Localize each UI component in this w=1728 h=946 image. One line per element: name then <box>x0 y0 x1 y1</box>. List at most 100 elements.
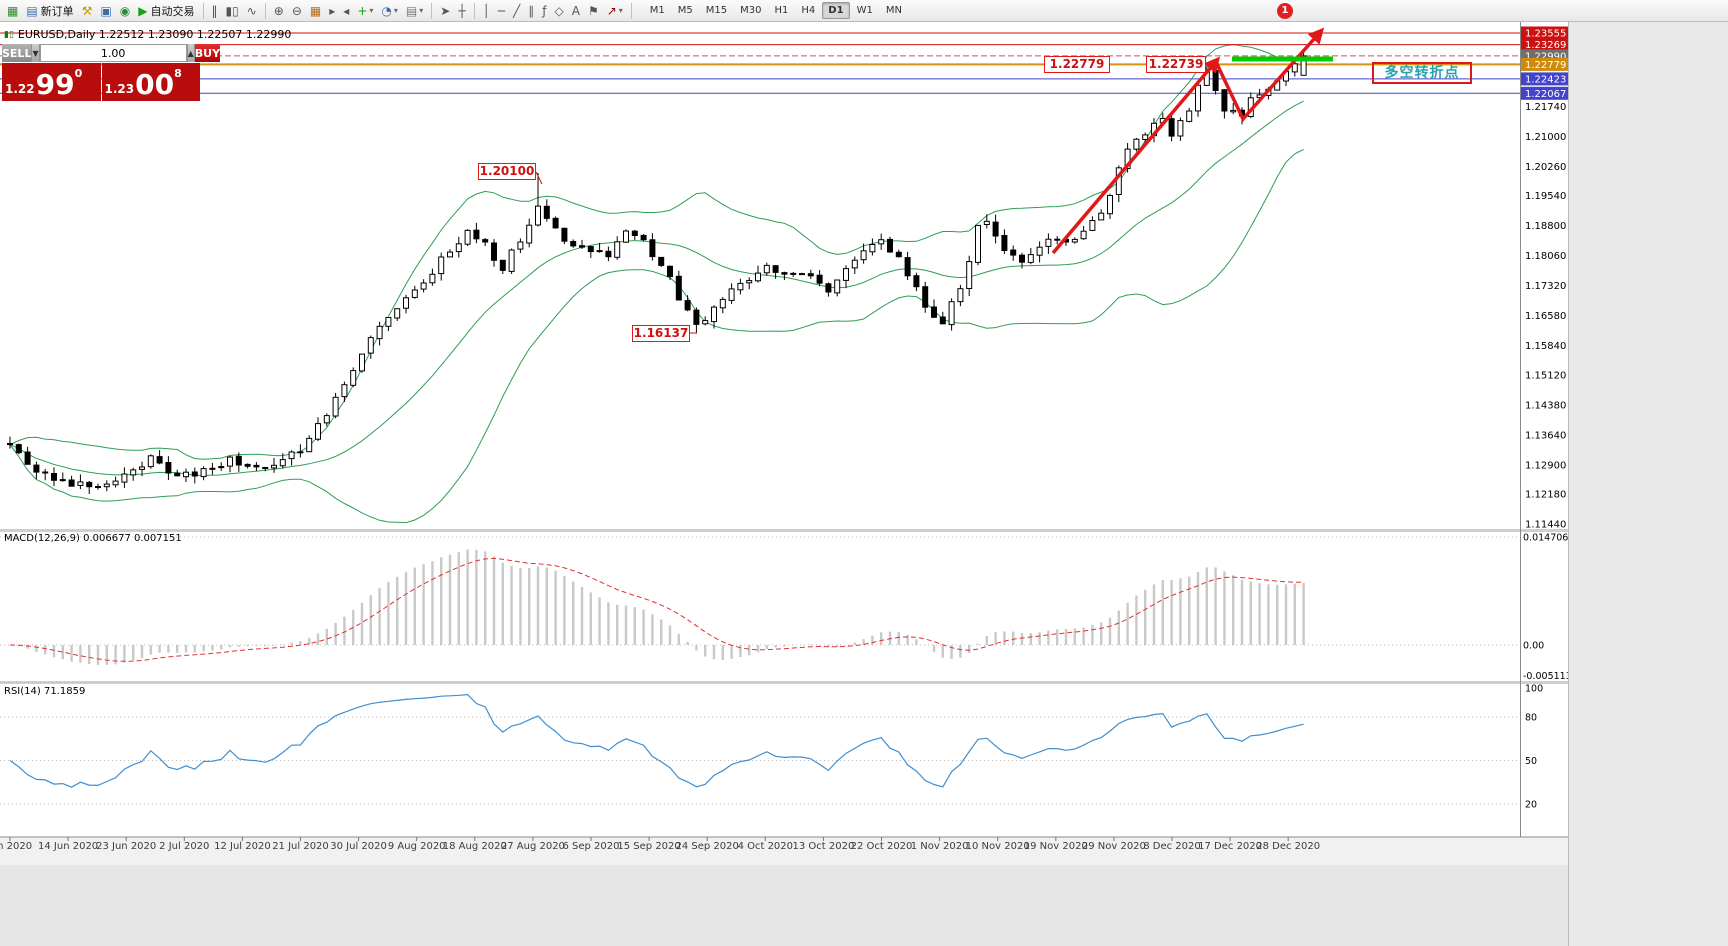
date-label: 28 Dec 2020 <box>1256 841 1320 852</box>
price-scale-label: 1.12180 <box>1525 490 1566 501</box>
templates-menu-button[interactable]: ▤ ▾ <box>402 1 427 21</box>
swing-label[interactable]: 1.22739 <box>1146 56 1206 73</box>
periods-menu-button[interactable]: ◔ ▾ <box>377 1 402 21</box>
low-label[interactable]: 1.16137 <box>632 325 690 342</box>
ask-price-panel[interactable]: 1.23 00 8 <box>101 63 200 101</box>
horizontal-line-icon: ─ <box>497 3 506 18</box>
date-label: 22 Oct 2020 <box>851 841 913 852</box>
timeframe-w1-button[interactable]: W1 <box>856 5 873 16</box>
sell-button[interactable]: SELL <box>2 44 32 62</box>
auto-scroll-button[interactable]: ▸ <box>325 1 339 21</box>
label-tool-button[interactable]: ⚑ <box>584 1 603 21</box>
price-scale-label: 1.18060 <box>1525 251 1566 262</box>
date-axis-strip[interactable] <box>0 837 1568 865</box>
bar-chart-mode-button[interactable]: ‖ <box>208 1 222 21</box>
line-mode-button[interactable]: ∿ <box>243 1 261 21</box>
date-label: 17 Dec 2020 <box>1198 841 1262 852</box>
price-scale-label: 1.12900 <box>1525 460 1566 471</box>
bid-price-big: 99 <box>35 68 75 101</box>
timeframe-toolbar: M1 M5 M15 M30 H1 H4 D1 W1 MN <box>644 2 908 19</box>
date-label: 18 Aug 2020 <box>443 841 507 852</box>
shapes-tool-button[interactable]: ◇ <box>551 1 568 21</box>
rsi-indicator <box>0 693 1520 805</box>
peak-label-connector[interactable] <box>535 171 543 185</box>
chart-shift-button[interactable]: ◂ <box>339 1 353 21</box>
tile-windows-button[interactable]: ▦ <box>306 1 325 21</box>
channel-tool-button[interactable]: ∥ <box>524 1 538 21</box>
notification-badge[interactable]: 1 <box>1277 3 1293 19</box>
main-toolbar: ▦ ▤ 新订单 ⚒ ▣ ◉ ▶ 自动交易 ‖ ▮▯ ∿ ⊕ ⊖ ▦ ▸ ◂ + ▾ ◔ ▾ ▤ ▾ ➤ ┼ │ ─ ╱ ∥ ƒ ◇ A ⚑ ↗ ▾… <box>0 0 1728 22</box>
zoom-in-icon: ⊕ <box>273 3 284 18</box>
zoom-out-icon: ⊖ <box>291 3 302 18</box>
crosshair-tool-button[interactable]: ┼ <box>454 1 469 21</box>
price-scale-label: 1.19540 <box>1525 191 1566 202</box>
chart-title-text: EURUSD,Daily 1.22512 1.23090 1.22507 1.2… <box>17 28 292 41</box>
macd-scale-label: -0.005113 <box>1523 671 1568 682</box>
market-watch-button[interactable]: ⚒ <box>78 1 97 21</box>
horizontal-line-tool-button[interactable]: ─ <box>494 1 509 21</box>
zoom-in-button[interactable]: ⊕ <box>270 1 288 21</box>
timeframe-d1-button[interactable]: D1 <box>822 2 850 19</box>
data-window-button[interactable]: ▣ <box>96 1 115 21</box>
new-chart-icon: ▦ <box>7 3 19 18</box>
level-label[interactable]: 1.22779 <box>1044 56 1110 73</box>
volume-increase-button[interactable]: ▲ <box>186 44 195 62</box>
bar-chart-icon: ‖ <box>211 3 218 18</box>
price-scale-label: 1.14380 <box>1525 400 1566 411</box>
new-order-icon: ▤ <box>26 3 38 18</box>
macd-indicator-label: MACD(12,26,9) 0.006677 0.007151 <box>4 533 182 544</box>
peak-label[interactable]: 1.20100 <box>478 163 536 180</box>
timeframe-m15-button[interactable]: M15 <box>705 5 728 16</box>
cursor-icon: ➤ <box>440 3 451 18</box>
one-click-trading-panel: SELL ▼ ▲ BUY 1.22 99 0 1.23 00 8 <box>2 44 221 101</box>
cursor-tool-button[interactable]: ➤ <box>436 1 454 21</box>
price-scale-label: 1.22990 <box>1525 51 1566 62</box>
tile-windows-icon: ▦ <box>309 3 322 18</box>
text-tool-button[interactable]: A <box>568 1 584 21</box>
crosshair-icon: ┼ <box>458 3 466 18</box>
timeframe-m5-button[interactable]: M5 <box>677 5 693 16</box>
vertical-line-tool-button[interactable]: │ <box>479 1 494 21</box>
trendline-tool-button[interactable]: ╱ <box>509 1 524 21</box>
turning-point-label[interactable]: 多空转折点 <box>1372 62 1472 84</box>
timeframe-h1-button[interactable]: H1 <box>774 5 789 16</box>
dropdown-caret-icon: ▾ <box>393 6 398 15</box>
trend-arrow-up[interactable] <box>1051 56 1221 255</box>
buy-button[interactable]: BUY <box>194 44 221 62</box>
autotrading-button[interactable]: ▶ 自动交易 <box>134 1 198 21</box>
price-scale-label: 1.17320 <box>1525 281 1566 292</box>
price-scale-label: 1.20260 <box>1525 162 1566 173</box>
ask-price-pip: 8 <box>174 67 182 80</box>
candlestick-mode-button[interactable]: ▮▯ <box>222 1 243 21</box>
timeframe-m1-button[interactable]: M1 <box>649 5 665 16</box>
new-chart-button[interactable]: ▦ <box>3 1 22 21</box>
indicators-menu-button[interactable]: + ▾ <box>353 1 377 21</box>
zoom-out-button[interactable]: ⊖ <box>288 1 306 21</box>
timeframe-h4-button[interactable]: H4 <box>801 5 816 16</box>
volume-decrease-button[interactable]: ▼ <box>31 44 40 62</box>
dropdown-caret-icon: ▾ <box>618 6 623 15</box>
main-plot-layer <box>0 32 1520 524</box>
timeframe-mn-button[interactable]: MN <box>885 5 902 16</box>
arrows-tool-button[interactable]: ↗ ▾ <box>603 1 627 21</box>
macd-panel[interactable] <box>0 532 1568 681</box>
bid-price-panel[interactable]: 1.22 99 0 <box>2 63 101 101</box>
volume-input[interactable] <box>39 44 187 62</box>
autotrading-button-label: 自动交易 <box>150 4 195 18</box>
macd-scale-label: 0.00 <box>1523 641 1544 652</box>
panel-separator[interactable] <box>0 529 1568 532</box>
navigator-icon: ◉ <box>119 3 131 18</box>
navigator-button[interactable]: ◉ <box>116 1 134 21</box>
new-order-button[interactable]: ▤ 新订单 <box>22 1 77 21</box>
timeframe-m30-button[interactable]: M30 <box>740 5 762 16</box>
trend-drawings[interactable] <box>535 27 1333 334</box>
data-window-icon: ▣ <box>100 3 112 18</box>
fibonacci-tool-button[interactable]: ƒ <box>538 1 550 21</box>
macd-scale-label: 0.014706 <box>1523 533 1568 544</box>
chart-title-icon: ▮▯ <box>4 29 14 40</box>
vertical-line-icon: │ <box>482 3 490 18</box>
